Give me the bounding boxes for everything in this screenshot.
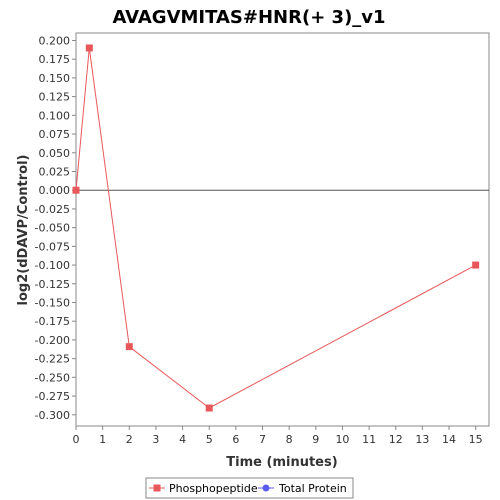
y-tick-label: -0.025 <box>35 203 70 216</box>
x-tick-label: 9 <box>312 433 319 446</box>
y-tick-label: -0.100 <box>35 259 70 272</box>
y-tick-label: 0.150 <box>39 72 71 85</box>
legend-marker-phosphopeptide <box>153 484 161 492</box>
x-tick-label: 1 <box>99 433 106 446</box>
x-tick-label: 8 <box>286 433 293 446</box>
y-tick-label: -0.150 <box>35 296 70 309</box>
y-tick-label: 0.075 <box>39 128 71 141</box>
x-tick-label: 4 <box>179 433 186 446</box>
y-tick-label: -0.075 <box>35 240 70 253</box>
x-axis-label: Time (minutes) <box>226 455 337 470</box>
x-tick-label: 10 <box>335 433 349 446</box>
y-axis-label: log2(dDAVP/Control) <box>16 155 31 306</box>
x-tick-label: 14 <box>442 433 456 446</box>
y-tick-label: -0.125 <box>35 278 70 291</box>
data-point-phosphopeptide <box>85 44 93 52</box>
y-axis: 0.200 0.175 0.150 0.125 0.100 0.075 0.050 0.025… <box>35 34 76 422</box>
legend-label-phosphopeptide: Phosphopeptide <box>169 482 258 495</box>
x-tick-label: 11 <box>362 433 376 446</box>
x-tick-label: 3 <box>152 433 159 446</box>
legend-box <box>145 477 354 499</box>
data-point-phosphopeptide <box>72 186 80 194</box>
x-tick-label: 15 <box>469 433 483 446</box>
y-tick-label: -0.175 <box>35 315 70 328</box>
x-tick-label: 6 <box>232 433 239 446</box>
x-tick-label: 7 <box>259 433 266 446</box>
data-point-phosphopeptide <box>472 261 480 269</box>
legend-label-total-protein: Total Protein <box>278 482 347 495</box>
y-tick-label: -0.050 <box>35 222 70 235</box>
y-tick-label: 0.000 <box>39 184 71 197</box>
y-tick-label: 0.025 <box>39 165 71 178</box>
y-tick-label: 0.125 <box>39 91 71 104</box>
plot-content <box>72 44 489 412</box>
y-tick-label: 0.175 <box>39 53 71 66</box>
data-point-phosphopeptide <box>205 404 213 412</box>
y-tick-label: -0.250 <box>35 371 70 384</box>
plot-area <box>75 32 490 427</box>
x-tick-label: 5 <box>206 433 213 446</box>
x-tick-label: 0 <box>73 433 80 446</box>
x-axis: 0 1 2 3 4 5 6 7 8 9 10 11 12 13 14 15 <box>73 426 483 446</box>
legend-marker-total-protein <box>262 484 270 492</box>
legend: Phosphopeptide Total Protein <box>145 477 354 499</box>
y-tick-label: 0.200 <box>39 34 71 47</box>
y-tick-label: 0.050 <box>39 147 71 160</box>
x-tick-label: 13 <box>415 433 429 446</box>
x-tick-label: 2 <box>126 433 133 446</box>
y-tick-label: -0.300 <box>35 409 70 422</box>
data-point-phosphopeptide <box>125 343 133 351</box>
y-tick-label: -0.200 <box>35 334 70 347</box>
y-tick-label: -0.225 <box>35 353 70 366</box>
chart-title: AVAGVMITAS#HNR(+ 3)_v1 <box>112 7 385 28</box>
x-tick-label: 12 <box>389 433 403 446</box>
y-tick-label: -0.275 <box>35 390 70 403</box>
y-tick-label: 0.100 <box>39 109 71 122</box>
